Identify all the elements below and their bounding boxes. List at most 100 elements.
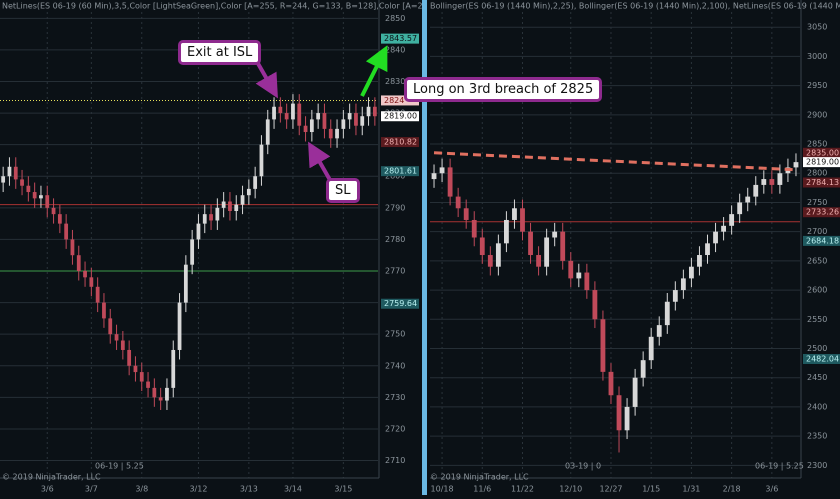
panel: 2300 2350 2400 2450 2500 2550 2600 2650 2700 2750… xyxy=(430,0,840,494)
y-tick-label: 2500 xyxy=(807,344,827,353)
price-marker-label: 2482.04 xyxy=(806,354,839,363)
candle-body xyxy=(366,106,371,117)
candle-body xyxy=(152,387,157,398)
candle-body xyxy=(20,179,24,186)
candle-body xyxy=(640,360,646,378)
price-marker xyxy=(381,298,419,309)
candle-body xyxy=(70,239,75,256)
x-tick-label: 3/6 xyxy=(41,485,54,494)
y-tick-label: 2770 xyxy=(385,267,405,276)
x-tick-label: 3/15 xyxy=(334,485,352,494)
y-tick-label: 2800 xyxy=(385,172,405,181)
candle-body xyxy=(753,184,759,197)
candle-body xyxy=(83,271,87,278)
candle-body xyxy=(209,214,213,221)
candle-body xyxy=(624,406,630,431)
price-marker-label: 2824 xyxy=(384,96,404,105)
price-marker-label: 2801.61 xyxy=(384,167,417,176)
candle-body xyxy=(309,119,314,133)
price-marker-label: 2810.82 xyxy=(384,138,417,147)
candle-body xyxy=(246,188,251,196)
candle-body xyxy=(455,196,461,209)
y-tick-label: 2830 xyxy=(385,77,405,86)
y-tick-label: 2350 xyxy=(807,432,827,441)
y-tick-label: 2900 xyxy=(807,110,827,119)
price-marker xyxy=(803,177,840,188)
y-tick-label: 2730 xyxy=(385,393,405,402)
exit-arrow xyxy=(254,59,278,99)
footer-text: 03-19 | 0 xyxy=(565,462,601,471)
candle-body xyxy=(7,166,12,177)
candle-body xyxy=(108,318,113,335)
candle-body xyxy=(608,371,614,396)
candle-body xyxy=(291,103,295,120)
candle-body xyxy=(544,237,550,267)
y-tick-label: 2650 xyxy=(807,256,827,265)
candle-body xyxy=(26,185,31,193)
candle-body xyxy=(761,179,767,185)
candle-body xyxy=(697,255,702,267)
candle-body xyxy=(568,260,574,279)
candle-body xyxy=(656,325,662,337)
price-marker xyxy=(381,33,419,44)
footer-text: © 2019 NinjaTrader, LLC xyxy=(430,473,529,482)
price-marker xyxy=(803,235,840,246)
y-tick-label: 2740 xyxy=(385,361,405,370)
candle-body xyxy=(372,106,377,117)
y-tick-label: 2950 xyxy=(807,81,827,90)
candle-body xyxy=(354,113,358,126)
candle-body xyxy=(347,113,352,120)
price-marker xyxy=(381,166,419,177)
candle-body xyxy=(504,219,509,244)
y-tick-label: 2800 xyxy=(807,169,827,178)
x-tick-label: 3/14 xyxy=(284,485,302,494)
candle-body xyxy=(221,201,226,208)
price-marker-label: 2784.13 xyxy=(806,178,839,187)
candle-body xyxy=(680,278,686,291)
candle-body xyxy=(689,266,694,279)
candle-body xyxy=(215,207,220,221)
candle-body xyxy=(431,173,437,180)
candle-body xyxy=(228,201,232,211)
price-marker xyxy=(381,137,419,148)
candle-body xyxy=(322,113,327,129)
candle-body xyxy=(592,290,598,320)
candle-body xyxy=(335,128,339,139)
candle-body xyxy=(777,173,783,185)
candle-body xyxy=(793,162,799,168)
candle-body xyxy=(600,319,606,372)
candle-body xyxy=(39,195,43,199)
y-tick-label: 2780 xyxy=(385,235,405,244)
x-tick-label: 2/18 xyxy=(723,485,741,494)
candle-body xyxy=(648,336,654,361)
candle-body xyxy=(57,214,62,224)
candle-body xyxy=(51,207,56,215)
candle-body xyxy=(64,223,69,240)
candle-body xyxy=(479,237,485,256)
long-arrow xyxy=(360,45,388,97)
x-tick-label: 3/8 xyxy=(135,485,148,494)
candle-body xyxy=(487,255,493,267)
price-marker-label: 2684.18 xyxy=(806,236,839,245)
x-tick-label: 3/7 xyxy=(85,485,98,494)
price-marker xyxy=(803,157,840,168)
price-marker xyxy=(803,207,840,218)
candle-body xyxy=(584,272,590,291)
candle-body xyxy=(127,349,132,366)
price-marker-label: 2843.57 xyxy=(384,34,417,43)
candle-body xyxy=(1,176,6,183)
candle-body xyxy=(520,208,525,232)
y-tick-label: 2450 xyxy=(807,373,827,382)
annotation: Exit at ISL xyxy=(178,40,262,65)
x-tick-label: 1/31 xyxy=(682,485,700,494)
candle-body xyxy=(616,395,622,431)
y-tick-label: 2550 xyxy=(807,315,827,324)
candle-body xyxy=(745,196,751,203)
price-marker xyxy=(803,147,840,158)
x-tick-label: 12/27 xyxy=(599,485,622,494)
x-tick-label: 11/22 xyxy=(511,485,534,494)
candle-body xyxy=(202,214,207,224)
candle-body xyxy=(278,106,283,114)
annotation: Long on 3rd breach of 2825 xyxy=(404,77,603,102)
